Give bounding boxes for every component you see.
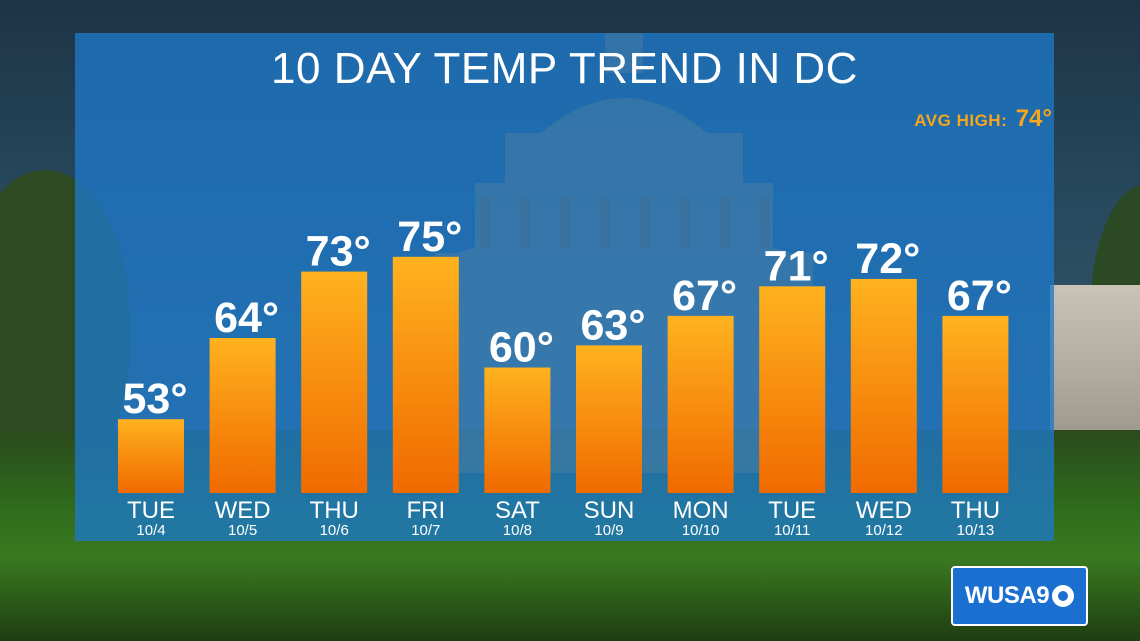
date-label-8: 10/11 <box>774 522 810 539</box>
avg-high-label: AVG HIGH: <box>914 111 1008 130</box>
chart-title: 10 DAY TEMP TREND IN DC <box>271 44 858 93</box>
value-label-4: 75° <box>397 213 462 261</box>
avg-high: AVG HIGH: 74° <box>914 104 1052 134</box>
date-label-10: 10/13 <box>957 522 995 539</box>
value-label-10: 67° <box>947 272 1012 320</box>
logo-text: WUSA9 <box>964 582 1050 609</box>
date-label-5: 10/8 <box>503 522 532 539</box>
day-label-9: WED <box>856 497 912 524</box>
building-right <box>1050 285 1140 435</box>
bar-6 <box>576 345 642 493</box>
value-label-7: 67° <box>672 272 737 320</box>
date-label-7: 10/10 <box>682 522 720 539</box>
bar-7 <box>667 315 734 493</box>
value-label-2: 64° <box>214 294 279 342</box>
date-label-1: 10/4 <box>136 522 165 539</box>
cbs-eye-icon <box>1052 585 1075 607</box>
day-label-10: THU <box>951 497 1000 524</box>
value-label-5: 60° <box>489 324 554 372</box>
date-label-9: 10/12 <box>865 522 903 539</box>
date-label-3: 10/6 <box>320 522 349 539</box>
temperature-bar-chart: 53°TUE10/464°WED10/573°THU10/675°FRI10/7… <box>118 213 1012 539</box>
value-label-8: 71° <box>764 242 829 290</box>
value-label-1: 53° <box>122 375 187 423</box>
date-label-4: 10/7 <box>411 522 440 539</box>
day-label-8: TUE <box>768 497 816 524</box>
avg-high-value: 74° <box>1015 105 1052 132</box>
day-label-7: MON <box>673 497 729 524</box>
day-label-3: THU <box>310 497 359 524</box>
bar-10 <box>942 315 1009 493</box>
value-label-9: 72° <box>855 235 920 283</box>
wusa9-logo: WUSA9 <box>951 566 1088 626</box>
value-label-6: 63° <box>580 301 645 349</box>
day-label-6: SUN <box>584 497 635 524</box>
value-label-3: 73° <box>306 228 371 276</box>
bar-9 <box>850 278 917 493</box>
day-label-1: TUE <box>127 497 175 524</box>
bar-2 <box>209 338 276 493</box>
bar-8 <box>759 286 826 493</box>
date-label-2: 10/5 <box>228 522 257 539</box>
day-label-4: FRI <box>406 497 445 524</box>
date-label-6: 10/9 <box>594 522 623 539</box>
day-label-2: WED <box>215 497 271 524</box>
bar-1 <box>118 419 184 493</box>
bar-4 <box>392 256 459 493</box>
bar-5 <box>484 367 551 493</box>
day-label-5: SAT <box>495 497 540 524</box>
bar-3 <box>301 271 368 493</box>
